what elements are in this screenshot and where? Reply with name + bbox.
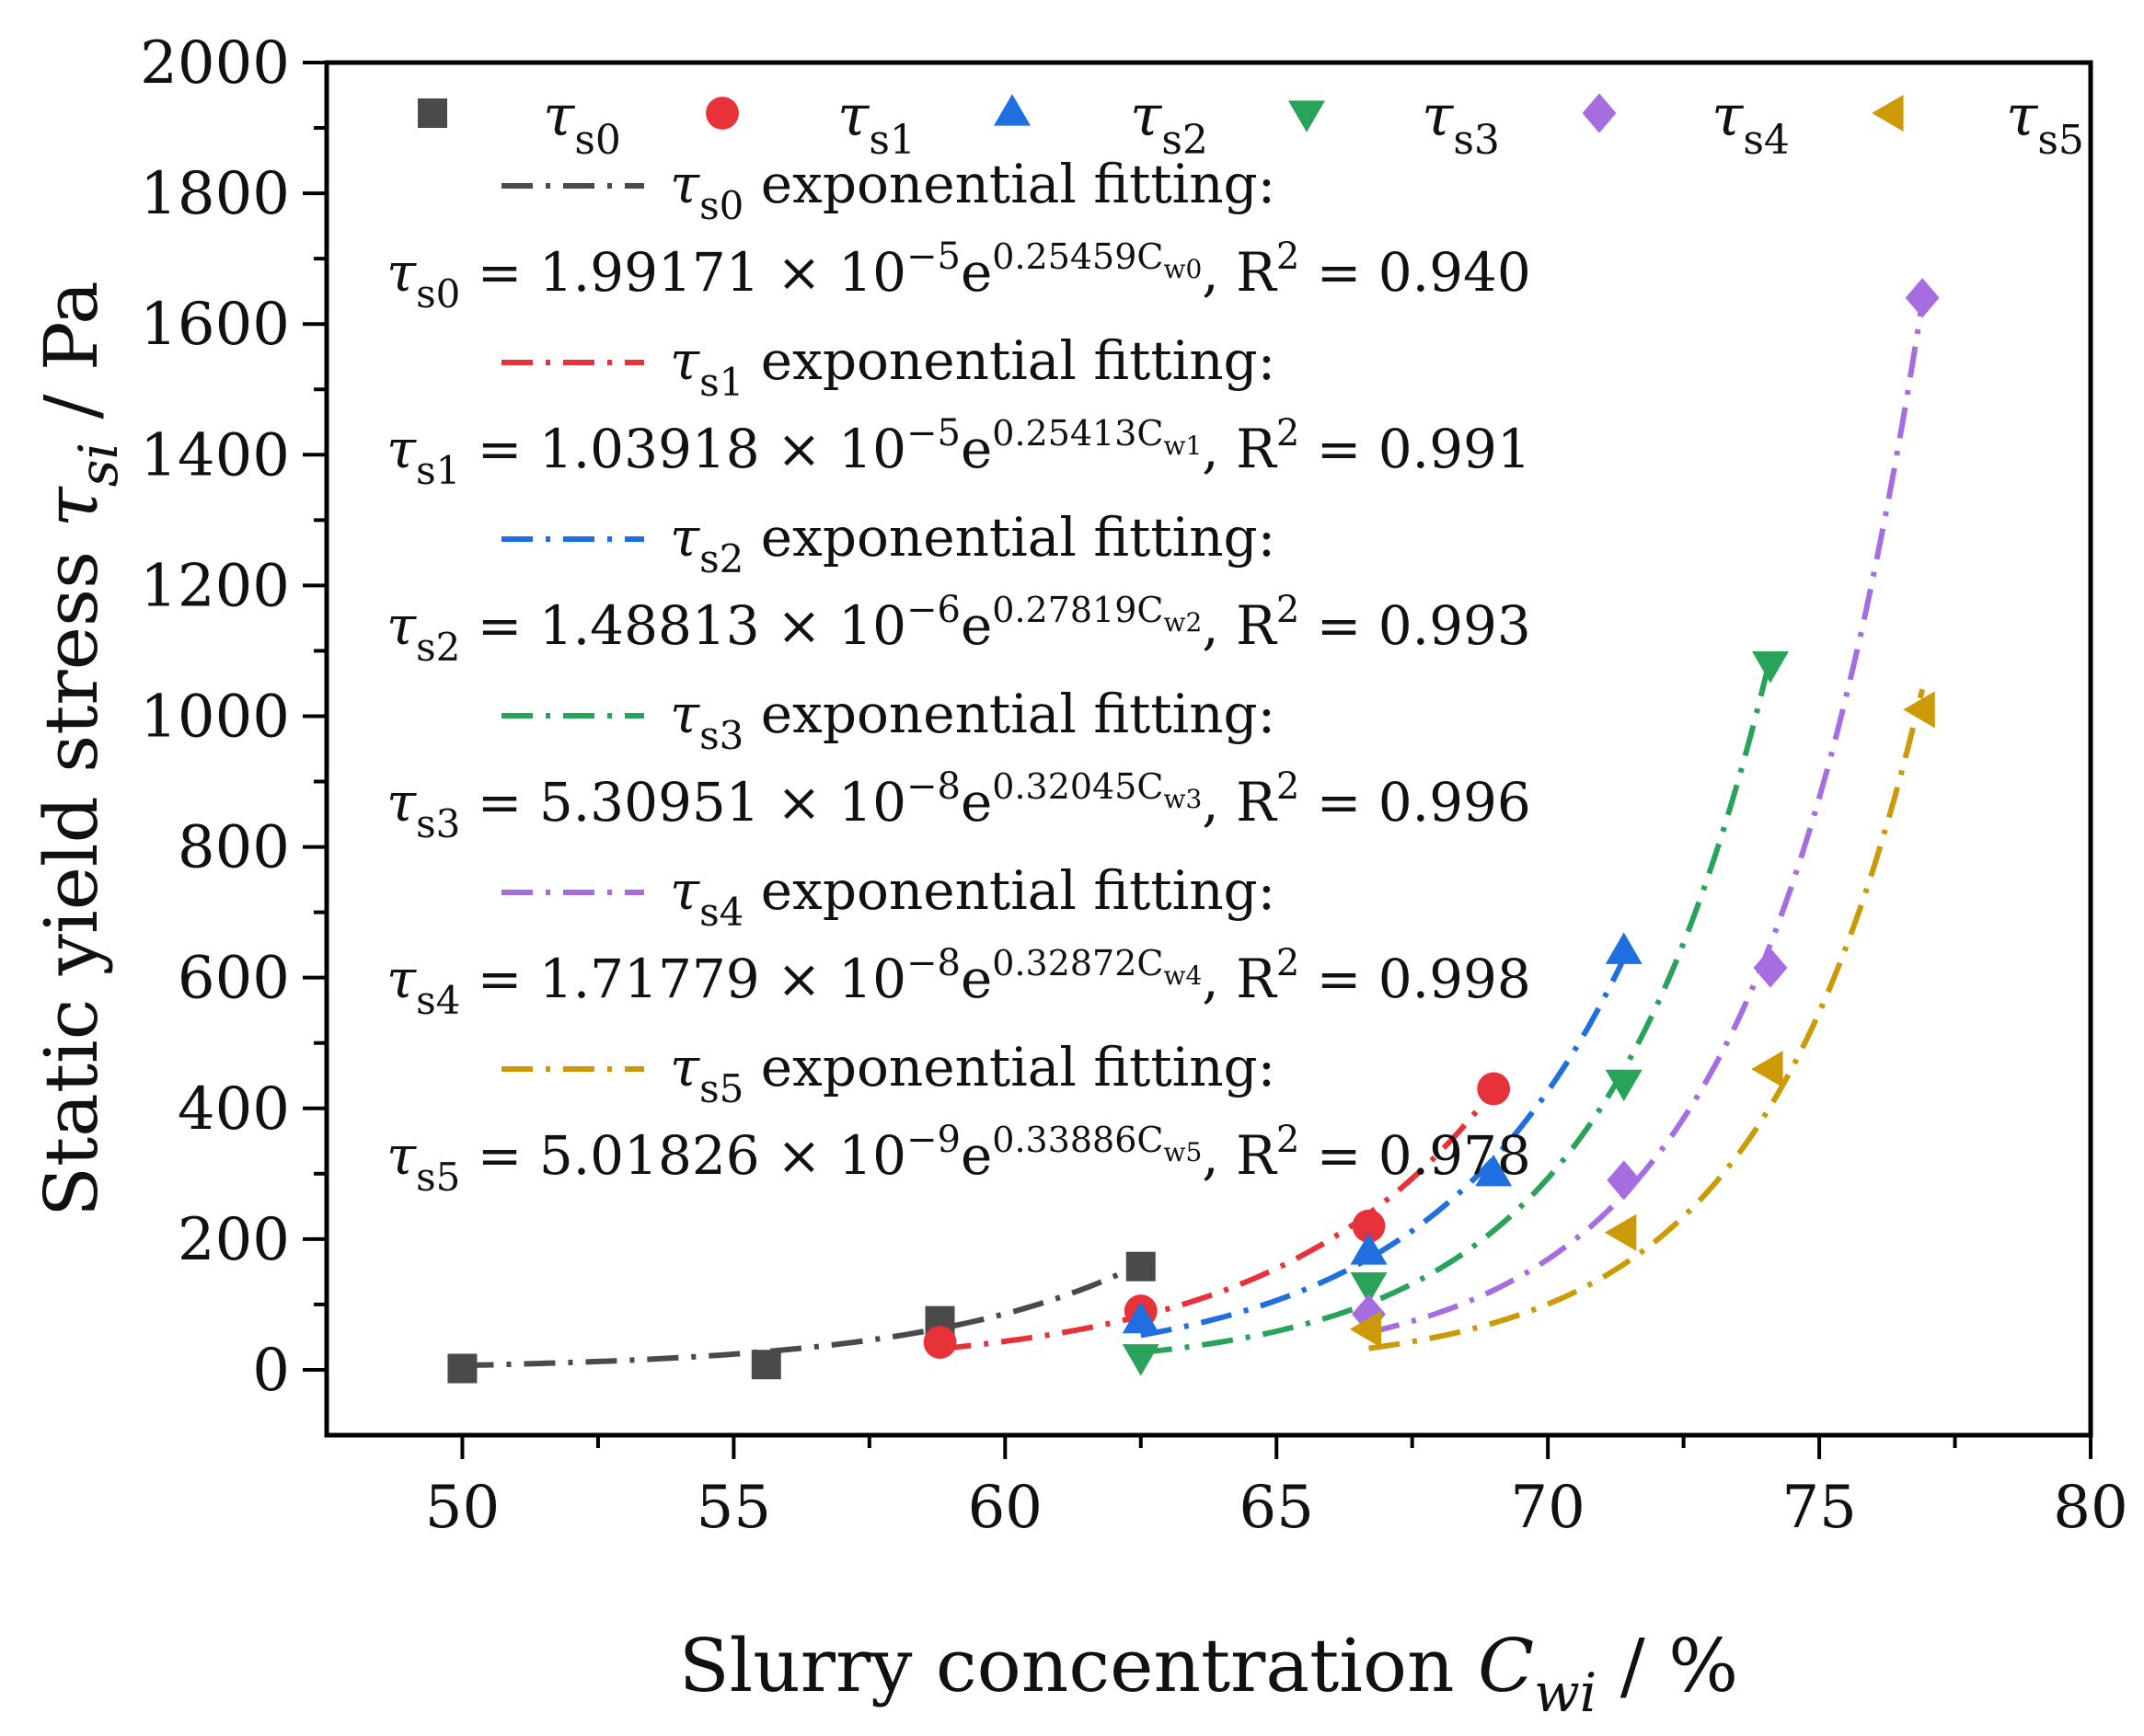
data-point-s2 [1605, 932, 1643, 964]
legend-marker-s3 [1288, 100, 1325, 132]
x-tick-label: 80 [2053, 1474, 2127, 1542]
y-tick-label: 200 [178, 1206, 290, 1274]
data-point-s5 [1903, 691, 1935, 729]
legend-marker-s5 [1872, 95, 1904, 132]
y-tick-label: 1000 [140, 683, 290, 751]
legend-equation-s5: τs5 = 5.01826 × 10−9e0.33886Cw5, R2 = 0.… [386, 1119, 1531, 1200]
data-point-s2 [1475, 1155, 1513, 1187]
legend-fit-title-s2: τs2 exponential fitting: [670, 506, 1275, 581]
y-tick-label: 600 [178, 945, 290, 1013]
x-axis-title: Slurry concentration Cwi / % [679, 1623, 1738, 1724]
y-tick-label: 0 [252, 1337, 290, 1405]
legend: τs0 τs1 τs2 τs3 τs4 τs5 τs0 exponential fittin… [386, 82, 2084, 1200]
legend-marker-s2 [994, 94, 1031, 126]
data-point-s0 [1125, 1251, 1156, 1282]
legend-equation-s4: τs4 = 1.71779 × 10−8e0.32872Cw4, R2 = 0.… [386, 942, 1531, 1023]
x-tick-label: 65 [1239, 1474, 1314, 1542]
legend-equation-s1: τs1 = 1.03918 × 10−5e0.25413Cw1, R2 = 0.… [386, 412, 1531, 493]
data-point-s5 [1349, 1310, 1382, 1348]
data-point-s0 [447, 1353, 478, 1384]
fit-curve-s3 [1140, 656, 1773, 1356]
legend-fit-title-s0: τs0 exponential fitting: [670, 153, 1275, 228]
legend-fit-title-s3: τs3 exponential fitting: [670, 683, 1275, 758]
x-tick-label: 55 [697, 1474, 771, 1542]
data-point-s1 [1352, 1209, 1386, 1243]
legend-equation-s2: τs2 = 1.48813 × 10−6e0.27819Cw2, R2 = 0.… [386, 589, 1531, 670]
y-tick-label: 1800 [140, 160, 290, 228]
y-tick-label: 800 [178, 814, 290, 882]
data-point-s4 [1905, 278, 1940, 318]
legend-equation-s3: τs3 = 5.30951 × 10−8e0.32045Cw3, R2 = 0.… [386, 765, 1531, 846]
data-point-s3 [1350, 1271, 1388, 1305]
data-point-s0 [751, 1350, 781, 1380]
data-point-s2 [1350, 1233, 1388, 1265]
y-tick-label: 2000 [140, 29, 290, 98]
legend-fit-title-s5: τs5 exponential fitting: [670, 1036, 1275, 1111]
legend-equation-s0: τs0 = 1.99171 × 10−5e0.25459Cw0, R2 = 0.… [386, 236, 1531, 316]
data-point-s3 [1751, 651, 1789, 684]
x-tick-label: 50 [425, 1474, 500, 1542]
data-point-s5 [1751, 1051, 1783, 1088]
legend-label-s5: τs5 [2006, 82, 2084, 164]
fit-lines [462, 301, 1926, 1369]
legend-marker-s1 [706, 97, 739, 130]
y-tick-label: 400 [178, 1075, 290, 1144]
data-point-s2 [1122, 1301, 1159, 1334]
data-point-s3 [1605, 1069, 1643, 1102]
legend-label-s2: τs2 [1130, 82, 1208, 164]
data-point-s4 [1753, 948, 1788, 988]
data-point-s1 [1477, 1072, 1511, 1106]
x-tick-label: 60 [968, 1474, 1043, 1542]
y-tick-label: 1200 [140, 552, 290, 620]
y-tick-label: 1600 [140, 291, 290, 359]
plot-frame [324, 60, 2093, 1438]
legend-marker-s4 [1582, 93, 1617, 133]
fit-curve-s5 [1368, 688, 1926, 1351]
x-tick-label: 75 [1781, 1474, 1856, 1542]
y-axis-title: Static yield stress τsi / Pa [29, 281, 130, 1217]
fit-curve-s0 [462, 1261, 1143, 1369]
y-tick-label: 1400 [140, 421, 290, 489]
data-point-s1 [923, 1326, 957, 1360]
data-point-s5 [1604, 1213, 1637, 1251]
legend-fit-title-s4: τs4 exponential fitting: [670, 859, 1275, 935]
legend-label-s3: τs3 [1422, 82, 1500, 164]
fit-curve-s1 [939, 1087, 1496, 1352]
data-markers [447, 278, 1940, 1384]
axes: 50 55 60 65 70 75 8002004006008001000120014001… [140, 29, 2128, 1542]
legend-label-s0: τs0 [543, 82, 621, 164]
legend-label-s4: τs4 [1712, 82, 1790, 164]
legend-label-s1: τs1 [837, 82, 916, 164]
legend-marker-s0 [418, 98, 447, 128]
data-point-s4 [1607, 1160, 1642, 1201]
fit-curve-s2 [1140, 957, 1627, 1339]
x-tick-label: 70 [1510, 1474, 1585, 1542]
fit-curve-s4 [1367, 301, 1926, 1336]
data-point-s3 [1122, 1344, 1159, 1376]
legend-fit-title-s1: τs1 exponential fitting: [670, 329, 1275, 405]
